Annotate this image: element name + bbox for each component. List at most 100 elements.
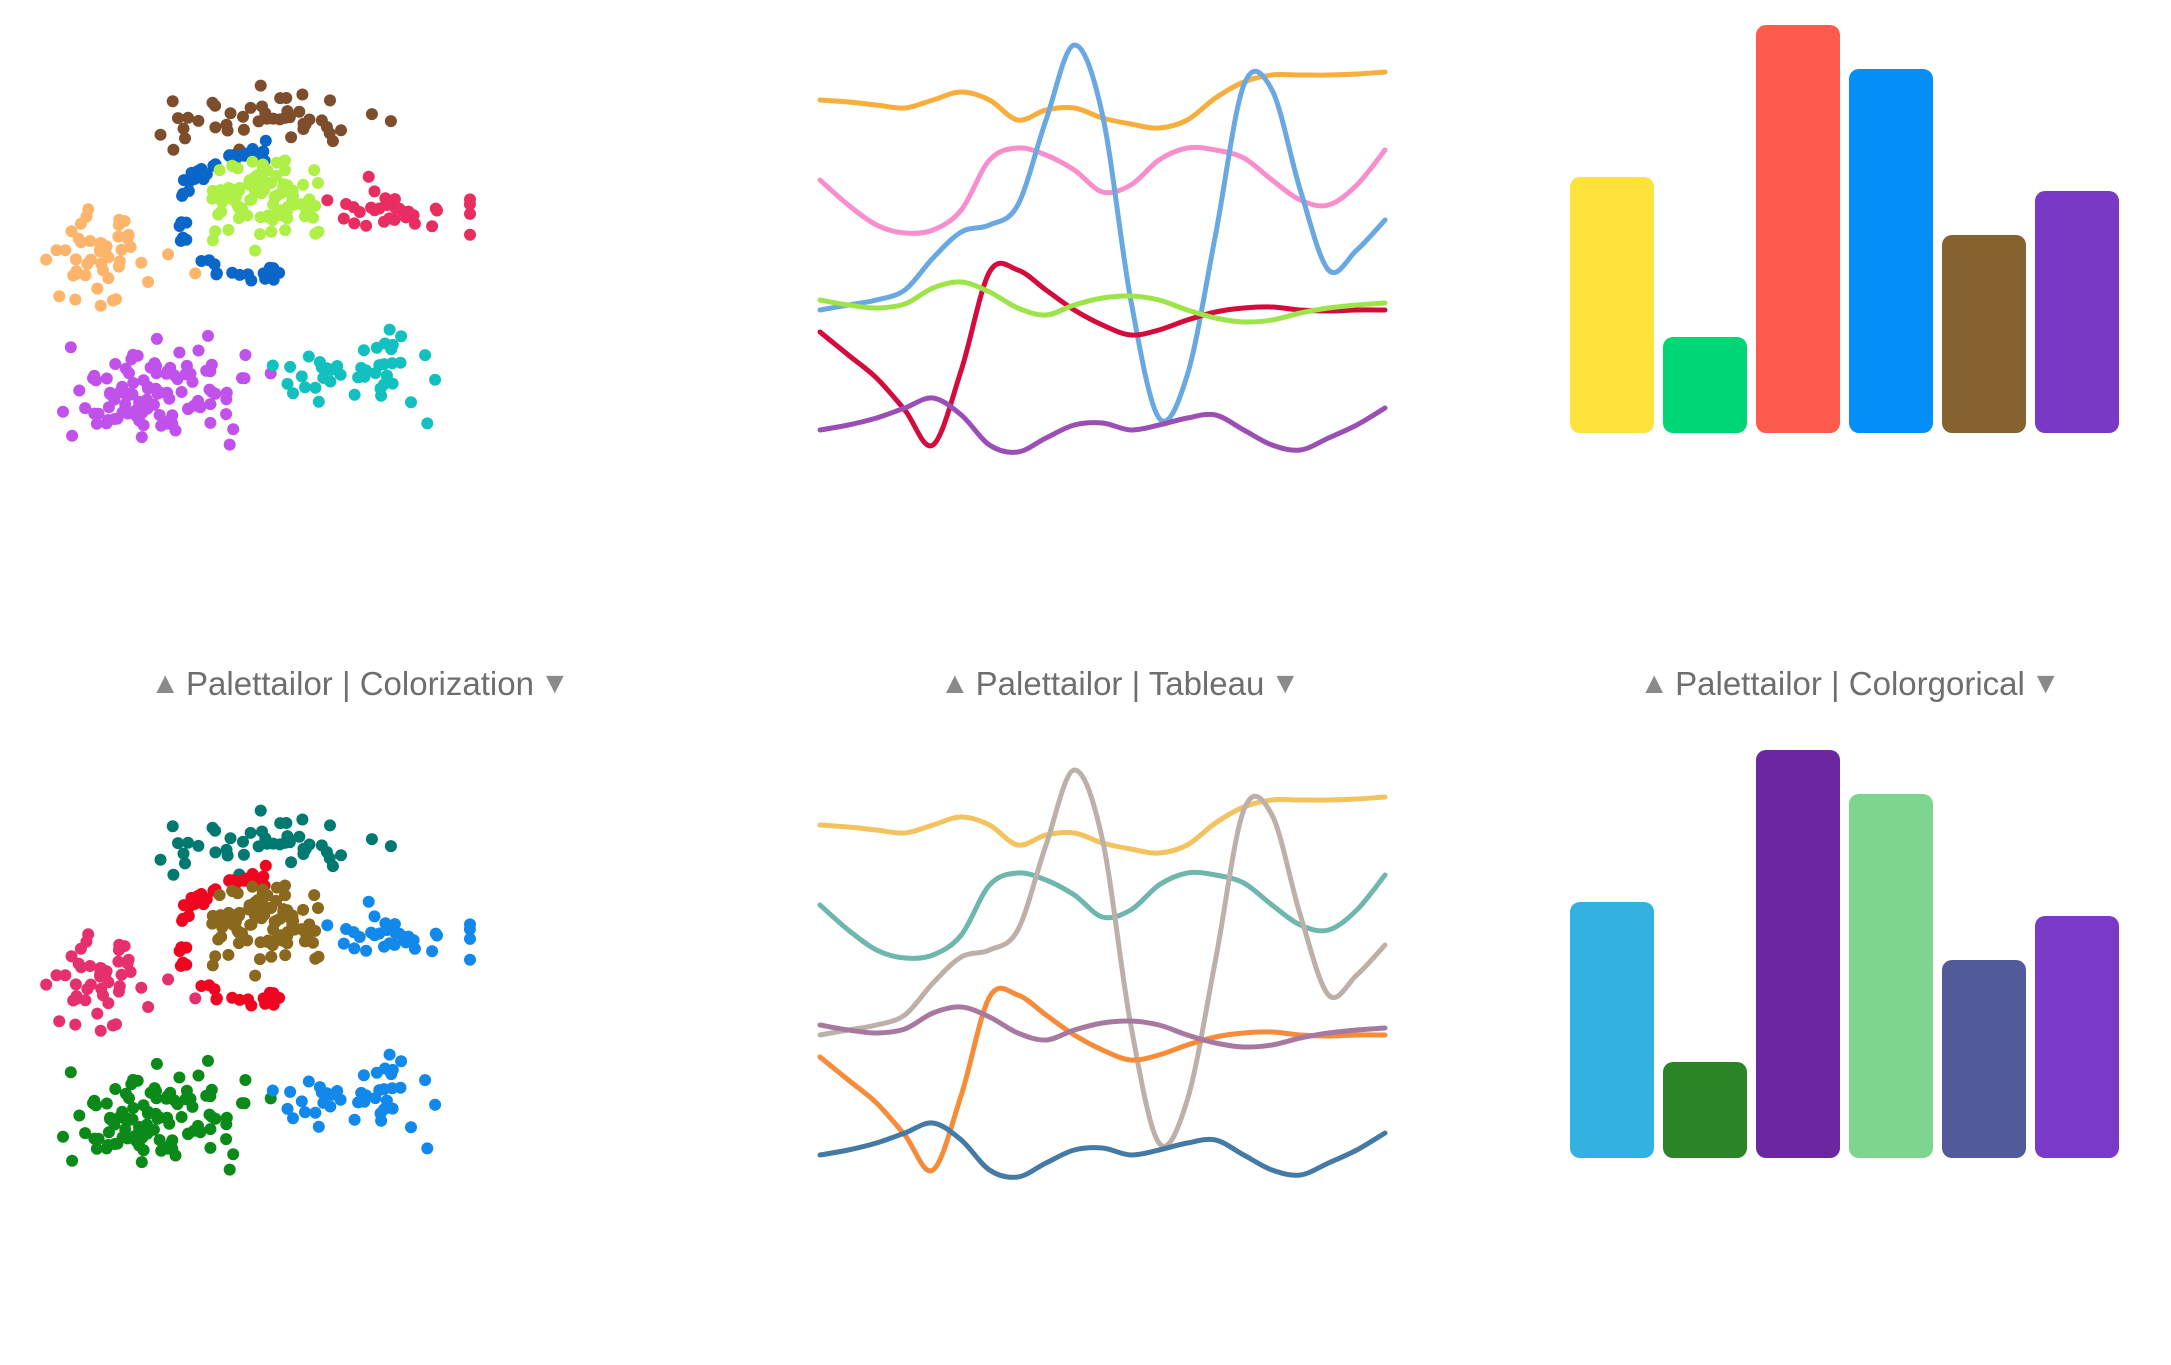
scatter-point (182, 910, 195, 922)
caption-colorgorical: ▲ Palettailor | Colorgorical ▼ (1570, 662, 2130, 706)
scatter-point (253, 228, 266, 241)
series-line (817, 1120, 1388, 1180)
scatter-point (192, 114, 205, 127)
series-line (817, 42, 1388, 424)
scatter-point (252, 840, 265, 853)
down-arrow-icon[interactable]: ▼ (539, 667, 570, 700)
scatter-point (369, 367, 382, 380)
series-line (817, 260, 1388, 449)
scatter-point (102, 1126, 115, 1139)
scatter-point (53, 290, 66, 303)
scatter-point (312, 902, 324, 914)
scatter-point (299, 381, 311, 394)
scatter-point (370, 1066, 383, 1079)
scatter-point (226, 884, 239, 897)
scatter-point (91, 1007, 104, 1020)
scatter-point (312, 177, 324, 189)
scatter-point (357, 1069, 370, 1082)
scatter-point (279, 889, 291, 902)
scatter-point (153, 1134, 166, 1146)
scatter-point (209, 950, 222, 963)
scatter-point (205, 385, 218, 398)
scatter-point (265, 176, 277, 189)
scatter-point (365, 833, 378, 846)
scatter-point (239, 1074, 252, 1086)
scatter-point (287, 1112, 299, 1125)
scatter-point (220, 843, 233, 856)
scatter-point (100, 372, 113, 385)
down-arrow-icon[interactable]: ▼ (1270, 667, 1301, 700)
scatter-point (69, 978, 82, 991)
down-arrow-icon[interactable]: ▼ (2030, 667, 2061, 700)
scatter-point (326, 860, 339, 873)
scatter-point (57, 1130, 69, 1143)
scatter-point (208, 983, 221, 996)
scatter-point (317, 371, 330, 384)
scatter-point (285, 131, 298, 144)
scatter-point (167, 868, 180, 881)
up-arrow-icon[interactable]: ▲ (150, 667, 181, 700)
scatter-point (127, 377, 140, 389)
scatter-point (113, 213, 126, 226)
scatter-point (287, 387, 299, 400)
bar (1849, 69, 1933, 433)
scatter-point (249, 911, 262, 924)
bar (1570, 902, 1654, 1158)
scatter-point (113, 255, 126, 268)
scatter-point (204, 398, 217, 411)
scatter-point (154, 386, 166, 399)
bar (1756, 25, 1840, 433)
scatter-point (59, 969, 72, 982)
scatter-point (73, 384, 86, 397)
scatter-point (301, 934, 314, 947)
scatter-point (70, 265, 83, 278)
scatter-point (218, 187, 231, 199)
scatter-point (150, 1057, 163, 1070)
scatter-point (140, 1118, 153, 1131)
up-arrow-icon[interactable]: ▲ (939, 667, 970, 700)
up-arrow-icon[interactable]: ▲ (1639, 667, 1670, 700)
scatter-point (127, 348, 139, 361)
series-line (817, 767, 1388, 1149)
caption-label: Palettailor | Colorgorical (1675, 665, 2025, 702)
scatter-point (297, 178, 310, 191)
scatter-point (163, 1117, 176, 1130)
scatter-point (70, 990, 83, 1003)
scatter-point (112, 230, 125, 243)
scatter-point (315, 114, 328, 127)
scatter-point (82, 203, 95, 216)
scatter-point (365, 201, 378, 214)
scatter-point (353, 206, 366, 218)
scatter-point (360, 219, 373, 232)
scatter-point (72, 232, 85, 245)
scatter-point (127, 1073, 139, 1086)
scatter-point (393, 927, 406, 940)
scatter-point (395, 330, 408, 343)
scatter-point (281, 926, 294, 938)
scatter-point (296, 88, 309, 101)
scatter-point (394, 1081, 407, 1094)
scatter-point (279, 164, 291, 177)
scatter-point (309, 381, 322, 394)
scatter-point (270, 881, 283, 894)
scatter-point (426, 220, 439, 233)
scatter-point (256, 825, 268, 838)
scatter-point (308, 889, 321, 902)
scatter-point (313, 1081, 326, 1094)
scatter-point (192, 397, 205, 410)
scatter-point (115, 968, 128, 981)
scatter-point (360, 944, 373, 957)
scatter-point (236, 372, 248, 385)
scatter-point (210, 993, 223, 1006)
scatter-point (53, 1015, 66, 1028)
scatter-point (204, 416, 217, 429)
scatter-point (121, 232, 134, 245)
scatter-point (150, 360, 162, 372)
scatter-point (270, 156, 283, 169)
scatter-point (394, 356, 407, 369)
scatter-point (246, 155, 259, 168)
series-line (817, 869, 1388, 961)
scatter-point (232, 937, 245, 950)
scatter-point (206, 234, 219, 247)
scatter-point (130, 1134, 143, 1147)
